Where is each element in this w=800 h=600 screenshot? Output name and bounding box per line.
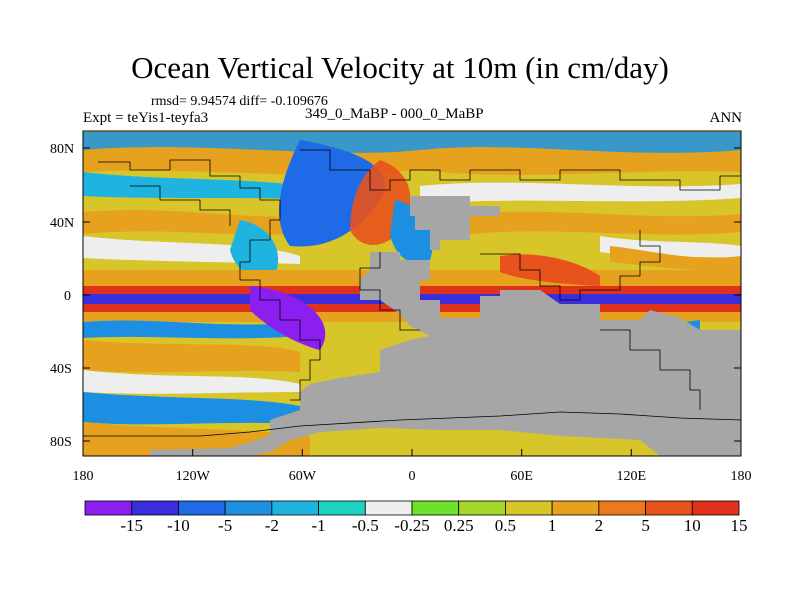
colorbar-label: 15: [731, 516, 748, 535]
colorbar-label: -0.5: [352, 516, 379, 535]
colorbar-swatch: [411, 500, 460, 516]
x-tick-label: 180: [73, 469, 94, 484]
colorbar-label: -15: [120, 516, 143, 535]
colorbar-label: 1: [548, 516, 557, 535]
colorbar-swatch: [178, 500, 226, 516]
colorbar-label: -2: [265, 516, 279, 535]
colorbar-swatch: [458, 500, 506, 516]
colorbar-label: -1: [311, 516, 325, 535]
y-tick-label: 40S: [50, 362, 72, 377]
colorbar-swatch: [645, 500, 693, 516]
colorbar-label: -0.25: [394, 516, 429, 535]
stats-text: rmsd= 9.94574 diff= -0.109676: [151, 94, 328, 109]
colorbar-swatch: [364, 500, 413, 516]
colorbar-labels: -15 -10 -5 -2 -1 -0.5 -0.25 0.25 0.5 1 2 5 10 15: [120, 516, 747, 535]
colorbar-swatch: [224, 500, 273, 516]
x-tick-label: 60W: [289, 469, 317, 484]
colorbar-label: 0.25: [444, 516, 474, 535]
y-tick-label: 80N: [50, 142, 74, 157]
period-label: 349_0_MaBP - 000_0_MaBP: [305, 106, 484, 122]
colorbar-label: 10: [684, 516, 701, 535]
x-tick-label: 120E: [617, 469, 647, 484]
x-tick-label: 0: [409, 469, 416, 484]
colorbar-label: -10: [167, 516, 190, 535]
colorbar-swatch: [598, 500, 646, 516]
map-field: [83, 131, 741, 456]
season-label: ANN: [709, 110, 743, 126]
y-tick-label: 80S: [50, 435, 72, 450]
experiment-label: Expt = teYis1-teyfa3: [83, 110, 209, 126]
colorbar-label: 5: [641, 516, 650, 535]
colorbar-swatch: [271, 500, 319, 516]
y-tick-label: 40N: [50, 216, 74, 231]
colorbar-label: 0.5: [495, 516, 516, 535]
colorbar-swatch: [318, 500, 366, 516]
colorbar-label: -5: [218, 516, 232, 535]
colorbar-swatch: [84, 500, 133, 516]
x-tick-label: 60E: [510, 469, 533, 484]
colorbar-label: 2: [595, 516, 604, 535]
colorbar-swatch: [691, 500, 740, 516]
colorbar: [84, 500, 740, 516]
map-title: Ocean Vertical Velocity at 10m (in cm/da…: [131, 50, 669, 85]
colorbar-swatch: [551, 500, 600, 516]
x-tick-label: 120W: [176, 469, 211, 484]
colorbar-swatch: [131, 500, 179, 516]
colorbar-swatch: [505, 500, 553, 516]
x-tick-label: 180: [731, 469, 752, 484]
y-tick-label: 0: [64, 289, 71, 304]
